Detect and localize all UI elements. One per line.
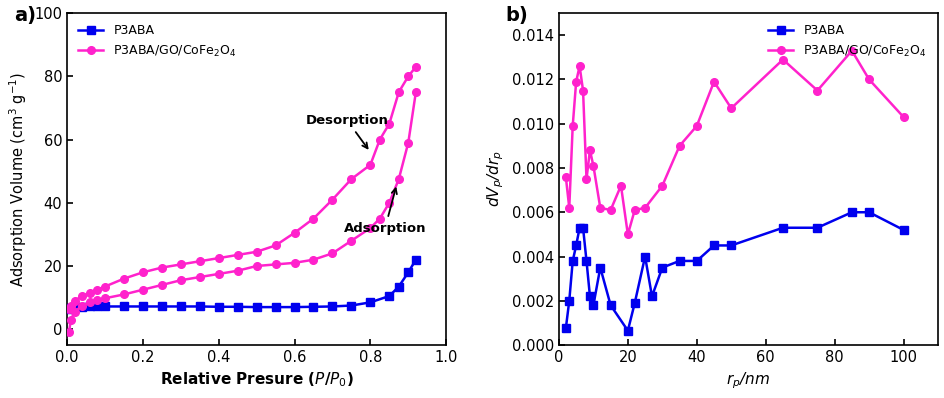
Y-axis label: $dV_p$/$dr_p$: $dV_p$/$dr_p$ <box>485 151 506 207</box>
Text: Desorption: Desorption <box>306 114 388 148</box>
Y-axis label: Adsorption Volume (cm$^3$ g$^{-1}$): Adsorption Volume (cm$^3$ g$^{-1}$) <box>7 72 28 287</box>
Text: Adsorption: Adsorption <box>344 188 426 234</box>
Text: a): a) <box>14 6 36 25</box>
Legend: P3ABA, P3ABA/GO/CoFe$_2$O$_4$: P3ABA, P3ABA/GO/CoFe$_2$O$_4$ <box>763 20 931 64</box>
Legend: P3ABA, P3ABA/GO/CoFe$_2$O$_4$: P3ABA, P3ABA/GO/CoFe$_2$O$_4$ <box>74 20 242 64</box>
X-axis label: Relative Presure ($\mathbf{\mathit{P}}$/$\mathbf{\mathit{P}}_0$): Relative Presure ($\mathbf{\mathit{P}}$/… <box>160 371 353 389</box>
X-axis label: $r_p$/nm: $r_p$/nm <box>726 371 769 391</box>
Text: b): b) <box>505 6 528 25</box>
